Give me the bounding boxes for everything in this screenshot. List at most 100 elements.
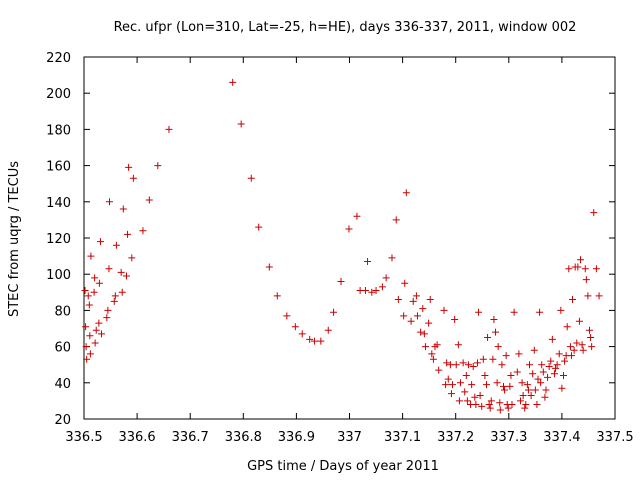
data-point [122,272,130,280]
data-point [447,390,455,398]
data-point [570,346,578,354]
data-point [255,223,263,231]
y-tick-label: 40 [54,377,71,392]
data-point [92,326,100,334]
data-point [449,381,457,389]
y-axis-label: STEC from uqrg / TECUs [7,161,22,317]
y-tick-label: 20 [54,413,71,428]
data-point [544,373,552,381]
x-tick-label: 337.4 [543,430,580,445]
data-point [125,163,133,171]
data-point [487,397,495,405]
y-tick-label: 200 [46,87,71,102]
data-point [518,379,526,387]
x-tick-label: 337.1 [384,430,421,445]
data-point [574,263,582,271]
data-point [413,312,421,320]
data-point [91,339,99,347]
data-point [118,288,126,296]
data-point [496,399,504,407]
data-point [526,361,534,369]
x-tick-label: 336.6 [118,430,155,445]
data-point [84,292,92,300]
data-point [490,315,498,323]
data-point [563,323,571,331]
data-point [86,350,94,358]
data-point [435,366,443,374]
data-point [537,379,545,387]
data-point [378,283,386,291]
data-point [83,355,91,363]
data-point [595,292,603,300]
y-tick-label: 220 [46,51,71,66]
data-point [478,402,486,410]
data-point [587,334,595,342]
data-point [542,386,550,394]
data-point [555,350,563,358]
x-axis-label: GPS time / Days of year 2011 [247,459,439,474]
data-point [139,227,147,235]
data-point [506,382,514,390]
data-point [588,343,596,351]
data-point [394,296,402,304]
data-point [129,174,137,182]
data-point [85,301,93,309]
data-point [575,317,583,325]
data-point [561,357,569,365]
data-point [579,346,587,354]
axes: 336.5 336.6 336.7 336.8 336.9 337 337.1 337.2 33… [46,51,633,445]
data-point [484,334,492,342]
data-point [482,381,490,389]
data-point [317,337,325,345]
data-point [558,384,566,392]
data-point [425,319,433,327]
data-point [496,406,504,414]
data-point [538,361,546,369]
data-point [444,375,452,383]
data-point [298,330,306,338]
data-point [247,174,255,182]
data-point [455,397,463,405]
data-point [426,296,434,304]
data-point [90,288,98,296]
data-point [523,381,531,389]
chart-title: Rec. ufpr (Lon=310, Lat=-25, h=HE), days… [114,20,577,35]
x-tick-label: 337.2 [437,430,474,445]
data-point [388,254,396,262]
data-point [521,404,529,412]
data-point [582,276,590,284]
data-point [428,350,436,358]
data-point [566,343,574,351]
data-point [592,265,600,273]
y-tick-label: 100 [46,268,71,283]
data-point [400,312,408,320]
y-tick-label: 120 [46,232,71,247]
data-point [462,372,470,380]
data-point [229,78,237,86]
data-point [401,279,409,287]
data-point [530,346,538,354]
data-point [95,319,103,327]
y-tick-label: 160 [46,160,71,175]
data-point [576,256,584,264]
data-point [98,330,106,338]
data-point [145,196,153,204]
x-tick-label: 337 [337,430,362,445]
data-point [124,230,132,238]
data-point [510,308,518,316]
data-point [508,401,516,409]
data-point [536,308,544,316]
data-point [485,401,493,409]
data-point [382,274,390,282]
data-point [489,355,497,363]
data-points [81,78,603,414]
data-point [119,205,127,213]
data-point [112,241,120,249]
data-point [452,361,460,369]
data-point [82,323,90,331]
data-point [273,292,281,300]
data-point [531,386,539,394]
data-point [469,363,477,371]
